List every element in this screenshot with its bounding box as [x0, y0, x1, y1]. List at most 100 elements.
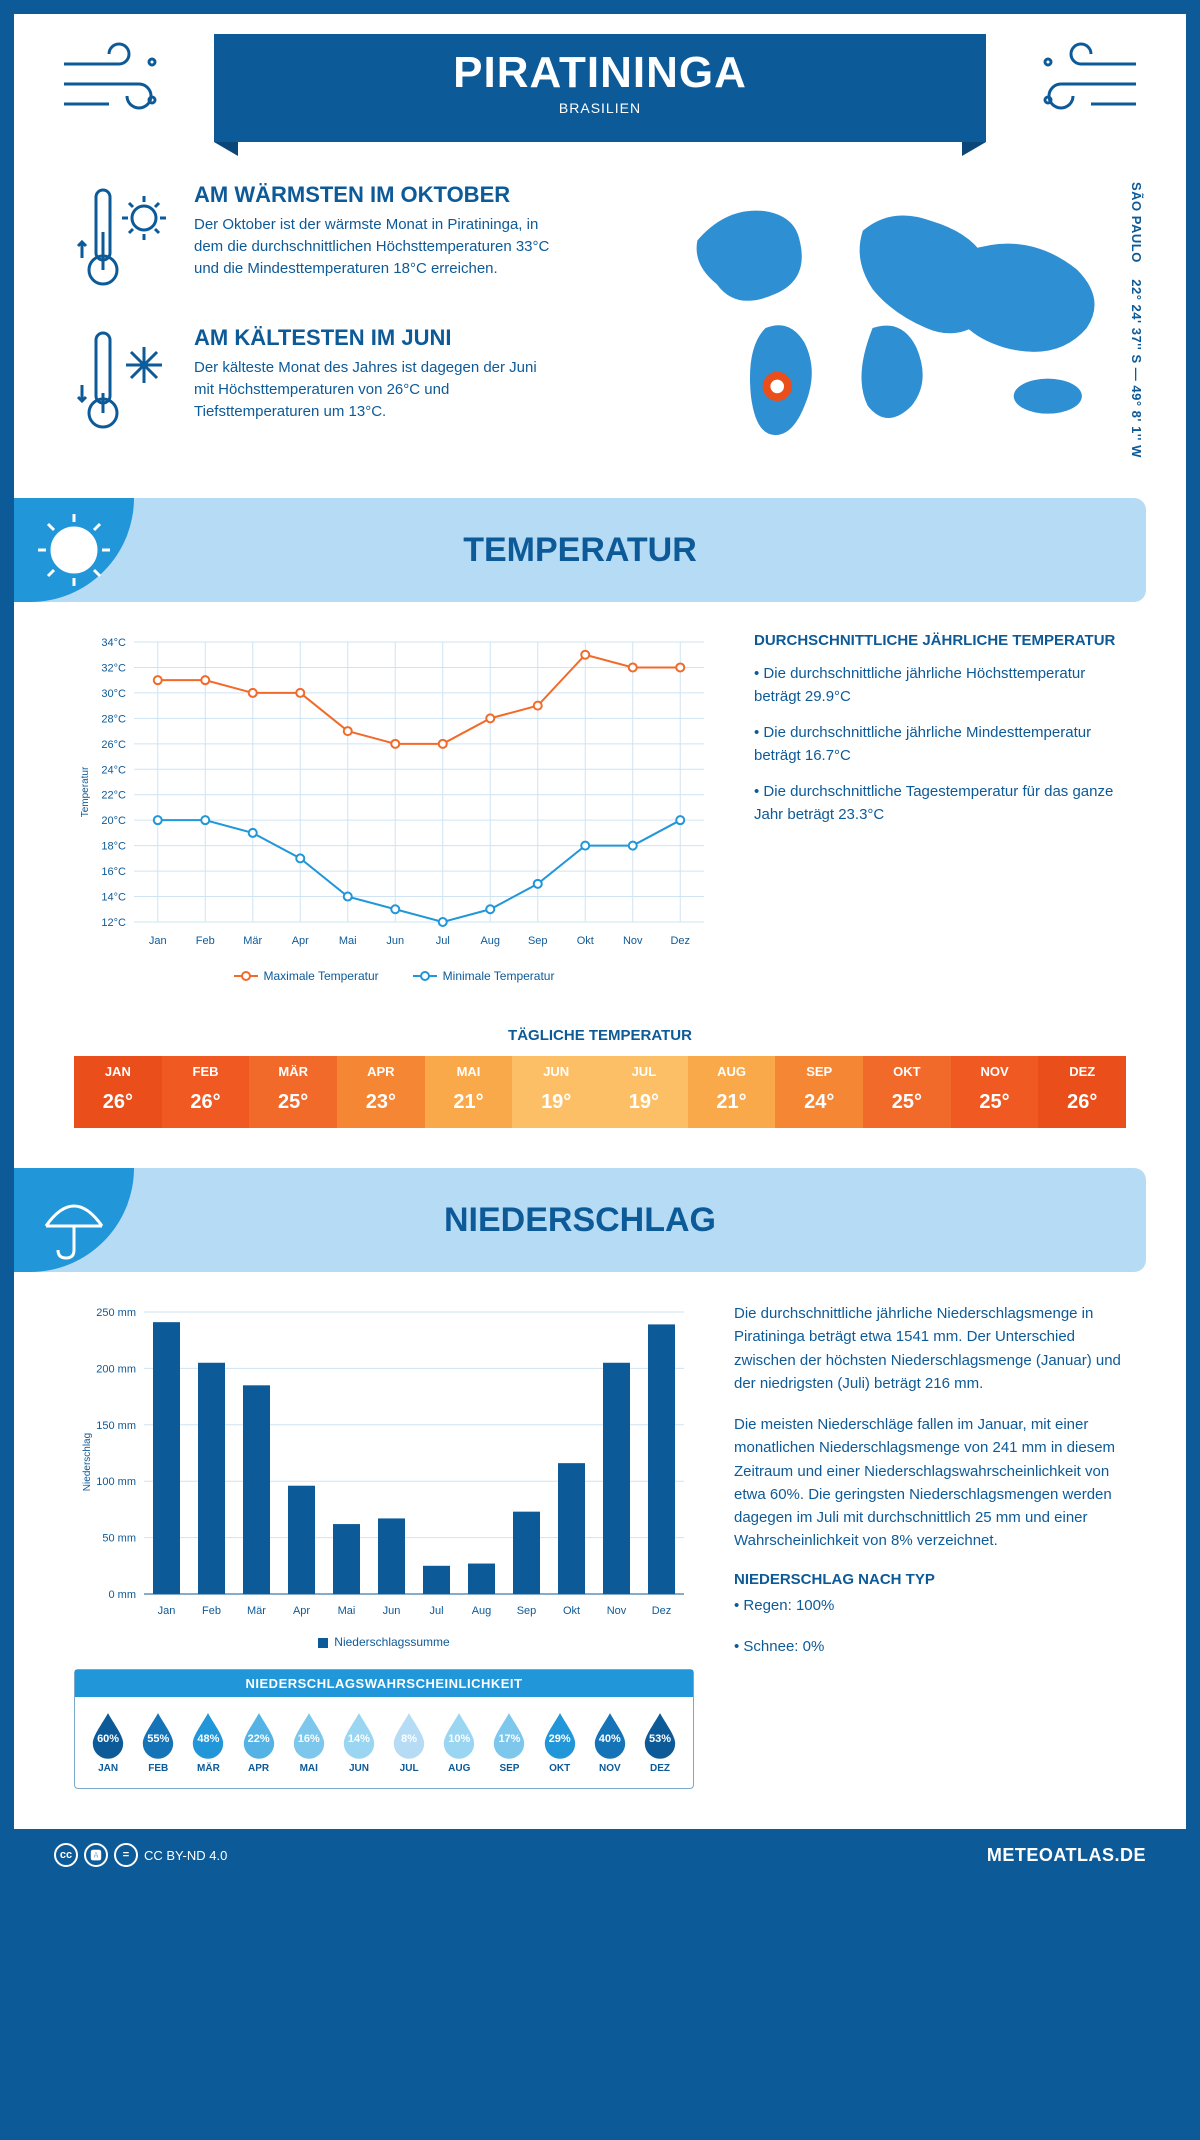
- prob-cell: 14%JUN: [334, 1711, 384, 1774]
- legend-max: Maximale Temperatur: [264, 969, 379, 983]
- prob-cell: 53%DEZ: [635, 1711, 685, 1774]
- daily-temp-cell: JAN26°: [74, 1056, 162, 1128]
- precip-type-title: NIEDERSCHLAG NACH TYP: [734, 1571, 1126, 1588]
- prob-cell: 17%SEP: [484, 1711, 534, 1774]
- nd-icon: =: [114, 1843, 138, 1867]
- overview: AM WÄRMSTEN IM OKTOBER Der Oktober ist d…: [14, 152, 1186, 498]
- temperature-heading: TEMPERATUR: [14, 531, 1146, 570]
- world-map-block: SÃO PAULO 22° 24' 37'' S — 49° 8' 1'' W: [639, 182, 1126, 468]
- daily-temp-cell: NOV25°: [951, 1056, 1039, 1128]
- svg-text:250 mm: 250 mm: [96, 1307, 136, 1319]
- warmest-block: AM WÄRMSTEN IM OKTOBER Der Oktober ist d…: [74, 182, 609, 297]
- prob-title: NIEDERSCHLAGSWAHRSCHEINLICHKEIT: [75, 1670, 693, 1697]
- svg-text:Mär: Mär: [247, 1605, 266, 1617]
- svg-text:14°C: 14°C: [101, 892, 126, 904]
- daily-temp-cell: DEZ26°: [1038, 1056, 1126, 1128]
- svg-text:Okt: Okt: [563, 1605, 580, 1617]
- svg-text:18°C: 18°C: [101, 841, 126, 853]
- temp-info-2: • Die durchschnittliche jährliche Mindes…: [754, 722, 1126, 767]
- precip-type-1: • Regen: 100%: [734, 1594, 1126, 1617]
- wind-icon-right: [1026, 34, 1146, 129]
- prob-cell: 10%AUG: [434, 1711, 484, 1774]
- svg-text:Dez: Dez: [670, 935, 690, 947]
- daily-temp-strip: JAN26°FEB26°MÄR25°APR23°MAI21°JUN19°JUL1…: [74, 1056, 1126, 1128]
- wind-icon-left: [54, 34, 174, 129]
- svg-text:30°C: 30°C: [101, 688, 126, 700]
- precipitation-heading: NIEDERSCHLAG: [14, 1201, 1146, 1240]
- precip-para-2: Die meisten Niederschläge fallen im Janu…: [734, 1413, 1126, 1553]
- country-name: BRASILIEN: [274, 100, 926, 116]
- warmest-text: Der Oktober ist der wärmste Monat in Pir…: [194, 214, 554, 279]
- temp-info-3: • Die durchschnittliche Tagestemperatur …: [754, 781, 1126, 826]
- temp-info-1: • Die durchschnittliche jährliche Höchst…: [754, 663, 1126, 708]
- prob-cell: 48%MÄR: [183, 1711, 233, 1774]
- svg-text:Nov: Nov: [607, 1605, 627, 1617]
- coldest-title: AM KÄLTESTEN IM JUNI: [194, 325, 554, 351]
- svg-text:Jan: Jan: [158, 1605, 176, 1617]
- region-label: SÃO PAULO: [1129, 182, 1144, 263]
- license-text: CC BY-ND 4.0: [144, 1848, 227, 1863]
- svg-text:32°C: 32°C: [101, 662, 126, 674]
- daily-temp-cell: OKT25°: [863, 1056, 951, 1128]
- warmest-title: AM WÄRMSTEN IM OKTOBER: [194, 182, 554, 208]
- svg-text:28°C: 28°C: [101, 713, 126, 725]
- precipitation-bar-chart: 0 mm50 mm100 mm150 mm200 mm250 mmNieders…: [74, 1302, 694, 1622]
- coordinates: 22° 24' 37'' S — 49° 8' 1'' W: [1129, 279, 1144, 458]
- world-map-icon: [639, 182, 1126, 455]
- footer: cc 🅰 = CC BY-ND 4.0 METEOATLAS.DE: [14, 1829, 1186, 1881]
- svg-text:Aug: Aug: [480, 935, 500, 947]
- prob-cell: 8%JUL: [384, 1711, 434, 1774]
- temp-chart-legend: Maximale Temperatur Minimale Temperatur: [74, 969, 714, 983]
- svg-text:Apr: Apr: [293, 1605, 310, 1617]
- svg-text:Okt: Okt: [577, 935, 594, 947]
- svg-text:12°C: 12°C: [101, 917, 126, 929]
- daily-temp-cell: AUG21°: [688, 1056, 776, 1128]
- svg-text:Nov: Nov: [623, 935, 643, 947]
- city-name: PIRATININGA: [274, 48, 926, 98]
- svg-text:Sep: Sep: [528, 935, 548, 947]
- svg-text:200 mm: 200 mm: [96, 1363, 136, 1375]
- legend-min: Minimale Temperatur: [443, 969, 555, 983]
- daily-temp-cell: SEP24°: [775, 1056, 863, 1128]
- svg-text:Apr: Apr: [292, 935, 309, 947]
- svg-text:Jan: Jan: [149, 935, 167, 947]
- daily-temp-cell: MÄR25°: [249, 1056, 337, 1128]
- svg-text:22°C: 22°C: [101, 790, 126, 802]
- svg-text:Feb: Feb: [196, 935, 215, 947]
- precipitation-info: Die durchschnittliche jährliche Niedersc…: [734, 1302, 1126, 1789]
- coldest-block: AM KÄLTESTEN IM JUNI Der kälteste Monat …: [74, 325, 609, 440]
- precipitation-probability-box: NIEDERSCHLAGSWAHRSCHEINLICHKEIT 60%JAN55…: [74, 1669, 694, 1789]
- svg-text:Aug: Aug: [472, 1605, 492, 1617]
- svg-text:Sep: Sep: [517, 1605, 537, 1617]
- cc-icon: cc: [54, 1843, 78, 1867]
- daily-temp-cell: FEB26°: [162, 1056, 250, 1128]
- temperature-info: DURCHSCHNITTLICHE JÄHRLICHE TEMPERATUR •…: [754, 632, 1126, 983]
- site-name: METEOATLAS.DE: [987, 1845, 1146, 1866]
- header: PIRATININGA BRASILIEN: [14, 14, 1186, 152]
- daily-temp-cell: APR23°: [337, 1056, 425, 1128]
- svg-text:Niederschlag: Niederschlag: [82, 1433, 93, 1491]
- prob-cell: 22%APR: [234, 1711, 284, 1774]
- coldest-text: Der kälteste Monat des Jahres ist dagege…: [194, 357, 554, 422]
- svg-text:50 mm: 50 mm: [102, 1533, 136, 1545]
- section-temperature: TEMPERATUR: [14, 498, 1146, 602]
- daily-temp-title: TÄGLICHE TEMPERATUR: [14, 1027, 1186, 1044]
- svg-text:0 mm: 0 mm: [109, 1589, 137, 1601]
- svg-text:20°C: 20°C: [101, 815, 126, 827]
- svg-text:Mär: Mär: [243, 935, 262, 947]
- title-band: PIRATININGA BRASILIEN: [174, 34, 1026, 142]
- daily-temp-cell: JUN19°: [512, 1056, 600, 1128]
- thermometer-cold-icon: [74, 325, 174, 440]
- precip-legend: Niederschlagssumme: [74, 1635, 694, 1649]
- precip-type-2: • Schnee: 0%: [734, 1635, 1126, 1658]
- section-precipitation: NIEDERSCHLAG: [14, 1168, 1146, 1272]
- prob-cell: 16%MAI: [284, 1711, 334, 1774]
- by-icon: 🅰: [84, 1843, 108, 1867]
- prob-cell: 29%OKT: [535, 1711, 585, 1774]
- svg-text:34°C: 34°C: [101, 637, 126, 649]
- svg-text:Mai: Mai: [339, 935, 357, 947]
- svg-text:Jul: Jul: [429, 1605, 443, 1617]
- svg-text:Jun: Jun: [383, 1605, 401, 1617]
- thermometer-hot-icon: [74, 182, 174, 297]
- svg-text:Jul: Jul: [436, 935, 450, 947]
